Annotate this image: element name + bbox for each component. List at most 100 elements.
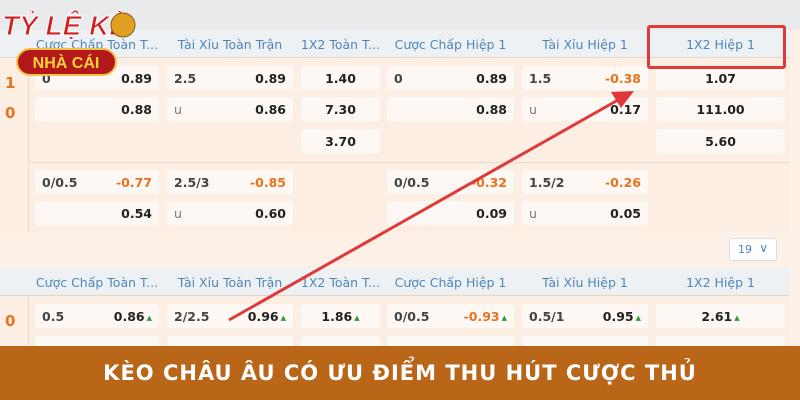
odds-value: 1.40	[325, 71, 356, 86]
odds-number: 0.96	[247, 309, 279, 324]
odds-value: 1.86 ▲	[301, 309, 380, 324]
handicap-line: 2.5	[174, 71, 197, 86]
handicap-line: 2.5/3	[174, 175, 210, 190]
column-header[interactable]: Cược Chấp Toàn T...	[35, 275, 159, 290]
odds-value: 0.96 ▲	[248, 309, 286, 324]
page-size-select[interactable]: 19 ∨	[729, 238, 777, 261]
odds-cell[interactable]: 2/2.5 0.96 ▲	[167, 304, 293, 328]
trend-up-icon: ▲	[280, 313, 286, 322]
odds-value: 0.86	[255, 102, 286, 117]
handicap-line: 1.5	[529, 71, 552, 86]
odds-cell[interactable]: 0/0.5 -0.93 ▲	[387, 304, 514, 328]
match-2-score: 0	[5, 312, 16, 330]
odds-value: -0.85	[249, 175, 286, 190]
odds-value: 1.07	[705, 71, 736, 86]
odds-value: 0.05	[610, 206, 641, 221]
odds-number: 2.61	[701, 309, 733, 324]
odds-cell[interactable]: 7.30	[301, 97, 380, 121]
odds-value: 0.95 ▲	[603, 309, 641, 324]
odds-cell[interactable]: 0.88	[35, 97, 159, 121]
odds-cell[interactable]: 1.40	[301, 66, 380, 90]
away-score: 0	[5, 104, 16, 122]
arrow-line	[228, 98, 619, 322]
column-header[interactable]: 1X2 Toàn T...	[300, 37, 381, 52]
odds-cell[interactable]: u 0.05	[522, 201, 648, 225]
odds-value: 0.54	[121, 206, 152, 221]
odds-cell[interactable]: 2.61 ▲	[656, 304, 785, 328]
handicap-line: 0/0.5	[394, 175, 430, 190]
odds-value: -0.38	[604, 71, 641, 86]
handicap-line: 1.5/2	[529, 175, 565, 190]
column-divider	[28, 58, 29, 232]
odds-number: -0.93	[463, 309, 500, 324]
caption-banner: KÈO CHÂU ÂU CÓ ƯU ĐIỂM THU HÚT CƯỢC THỦ	[0, 346, 800, 400]
pager-row: 19 ∨	[0, 232, 790, 268]
logo: TỶ LỆ KÈ NHÀ CÁI	[0, 2, 136, 76]
odds-value: -0.77	[115, 175, 152, 190]
handicap-line: u	[174, 206, 182, 221]
odds-value: 0.88	[476, 102, 507, 117]
odds-cell[interactable]: 1.5 -0.38	[522, 66, 648, 90]
column-header[interactable]: Cược Chấp Hiệp 1	[394, 275, 507, 290]
odds-cell[interactable]: 0.09	[387, 201, 514, 225]
column-divider	[28, 296, 29, 346]
odds-cell[interactable]: 0.5/1 0.95 ▲	[522, 304, 648, 328]
odds-cell[interactable]: 1.5/2 -0.26	[522, 170, 648, 194]
handicap-line: 0	[394, 71, 403, 86]
odds-cell[interactable]: u 0.86	[167, 97, 293, 121]
column-header[interactable]: Tài Xỉu Toàn Trận	[177, 275, 283, 290]
odds-cell[interactable]: 0 0.89	[387, 66, 514, 90]
odds-value: 0.17	[610, 102, 641, 117]
column-header[interactable]: 1X2 Hiệp 1	[686, 275, 755, 290]
odds-value: 111.00	[696, 102, 745, 117]
table-header: Cược Chấp Toàn T... Tài Xỉu Toàn Trận 1X2 …	[0, 30, 790, 58]
odds-value: -0.93 ▲	[464, 309, 507, 324]
odds-cell[interactable]: 2.5 0.89	[167, 66, 293, 90]
odds-cell[interactable]: 3.70	[301, 129, 380, 153]
trend-up-icon: ▲	[146, 313, 152, 322]
svg-text:NHÀ CÁI: NHÀ CÁI	[33, 53, 100, 72]
odds-cell[interactable]: 1.07	[656, 66, 785, 90]
column-header[interactable]: 1X2 Hiệp 1	[686, 37, 755, 52]
column-header[interactable]: Cược Chấp Hiệp 1	[394, 37, 507, 52]
trend-up-icon: ▲	[354, 313, 360, 322]
odds-value: 0.89	[476, 71, 507, 86]
odds-cell[interactable]: 111.00	[656, 97, 785, 121]
trend-up-icon: ▲	[635, 313, 641, 322]
column-header[interactable]: 1X2 Toàn T...	[300, 275, 381, 290]
trend-up-icon: ▲	[734, 313, 740, 322]
odds-value: 0.88	[121, 102, 152, 117]
handicap-line: 0/0.5	[394, 309, 430, 324]
odds-cell[interactable]: u 0.60	[167, 201, 293, 225]
column-header[interactable]: Tài Xỉu Hiệp 1	[542, 275, 628, 290]
chevron-down-icon: ∨	[759, 241, 768, 255]
column-header[interactable]: Tài Xỉu Hiệp 1	[542, 37, 628, 52]
column-header[interactable]: Tài Xỉu Toàn Trận	[177, 37, 283, 52]
handicap-line: 0.5/1	[529, 309, 565, 324]
odds-cell[interactable]: 0.5 0.86 ▲	[35, 304, 159, 328]
row-divider	[28, 162, 790, 163]
odds-cell[interactable]: 0/0.5 -0.77	[35, 170, 159, 194]
odds-value: -0.26	[604, 175, 641, 190]
page-size-value: 19	[738, 243, 752, 256]
odds-number: 0.95	[602, 309, 634, 324]
odds-value: 0.89	[255, 71, 286, 86]
handicap-line: 0/0.5	[42, 175, 78, 190]
handicap-line: 2/2.5	[174, 309, 210, 324]
odds-cell[interactable]: 5.60	[656, 129, 785, 153]
odds-cell[interactable]: 2.5/3 -0.85	[167, 170, 293, 194]
handicap-line: u	[529, 102, 537, 117]
odds-cell[interactable]: 0.88	[387, 97, 514, 121]
odds-cell[interactable]: 1.86 ▲	[301, 304, 380, 328]
handicap-line: 0	[42, 71, 51, 86]
handicap-line: u	[174, 102, 182, 117]
table-header-2: Cược Chấp Toàn T... Tài Xỉu Toàn Trận 1X2 …	[0, 268, 790, 296]
odds-value: 0.89	[121, 71, 152, 86]
logo-graphic: TỶ LỆ KÈ NHÀ CÁI	[2, 9, 136, 76]
handicap-line: u	[529, 206, 537, 221]
arrow-head-icon	[611, 91, 634, 108]
odds-value: 7.30	[325, 102, 356, 117]
odds-value: 2.61 ▲	[656, 309, 785, 324]
odds-cell[interactable]: 0.54	[35, 201, 159, 225]
handicap-line: 0.5	[42, 309, 65, 324]
